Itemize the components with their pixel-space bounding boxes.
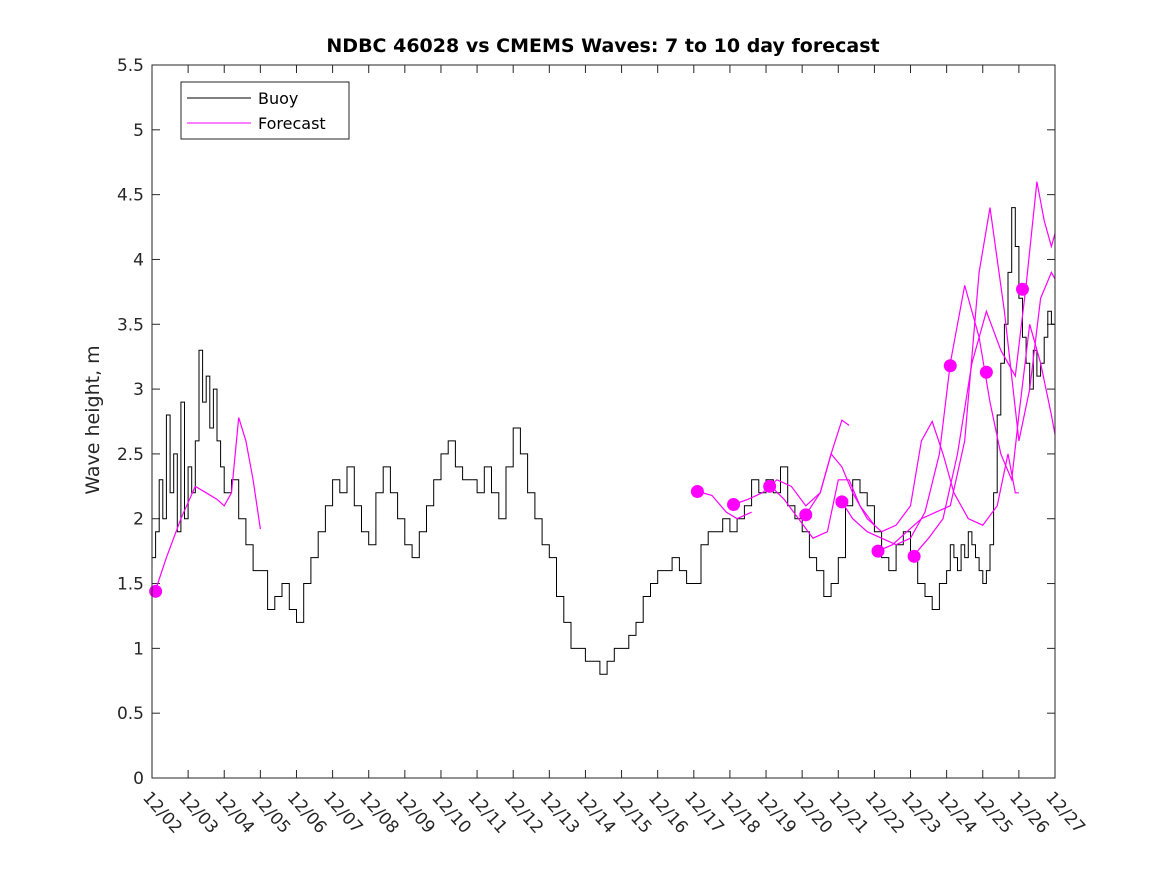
y-tick-label: 3	[133, 380, 144, 400]
forecast-marker	[943, 359, 957, 373]
forecast-series-line-1	[155, 417, 261, 591]
y-tick-label: 5.5	[117, 56, 144, 76]
axes-box	[151, 64, 1056, 779]
y-tick-label: 1	[133, 639, 144, 659]
forecast-series-line-4	[769, 479, 875, 539]
forecast-marker	[907, 549, 921, 563]
buoy-series-line	[152, 207, 1056, 675]
y-axis-label: Wave height, m	[82, 345, 104, 494]
y-tick-label: 5	[133, 121, 144, 141]
forecast-series-line-2	[697, 490, 752, 520]
legend-box	[180, 81, 350, 140]
forecast-marker	[835, 495, 849, 509]
y-tick-label: 4	[133, 250, 144, 270]
legend-forecast-label: Forecast	[258, 114, 326, 133]
forecast-series-line-8	[913, 181, 1056, 556]
legend: Buoy Forecast	[180, 81, 350, 140]
plot-area: 00.511.522.533.544.555.5 12/0212/0312/04…	[117, 56, 1089, 838]
y-tick-label: 0	[133, 769, 144, 789]
forecast-series-line-5	[805, 420, 1019, 533]
series-layer	[149, 181, 1056, 675]
y-tick-label: 2.5	[117, 445, 144, 465]
forecast-marker	[799, 508, 813, 522]
forecast-marker	[763, 479, 777, 493]
forecast-series-line-6	[841, 285, 1056, 546]
forecast-marker	[1015, 282, 1029, 296]
legend-buoy-label: Buoy	[258, 89, 298, 108]
forecast-series-line-3	[733, 419, 850, 507]
forecast-marker	[690, 485, 704, 499]
chart-title: NDBC 46028 vs CMEMS Waves: 7 to 10 day f…	[326, 35, 879, 57]
axes-background	[152, 65, 1055, 778]
y-tick-label: 2	[133, 510, 144, 530]
y-tick-label: 1.5	[117, 575, 144, 595]
y-tick-label: 4.5	[117, 186, 144, 206]
forecast-series-line-7	[877, 207, 1056, 552]
y-tick-label: 0.5	[117, 704, 144, 724]
forecast-marker	[149, 584, 163, 598]
y-tick-label: 3.5	[117, 315, 144, 335]
forecast-marker	[727, 497, 741, 511]
forecast-marker	[871, 544, 885, 558]
y-axis: 0 0.5 1 1.5 2 2.5 3 3.5 4 4.5 5 5.5	[117, 56, 1055, 789]
forecast-marker	[979, 365, 993, 379]
